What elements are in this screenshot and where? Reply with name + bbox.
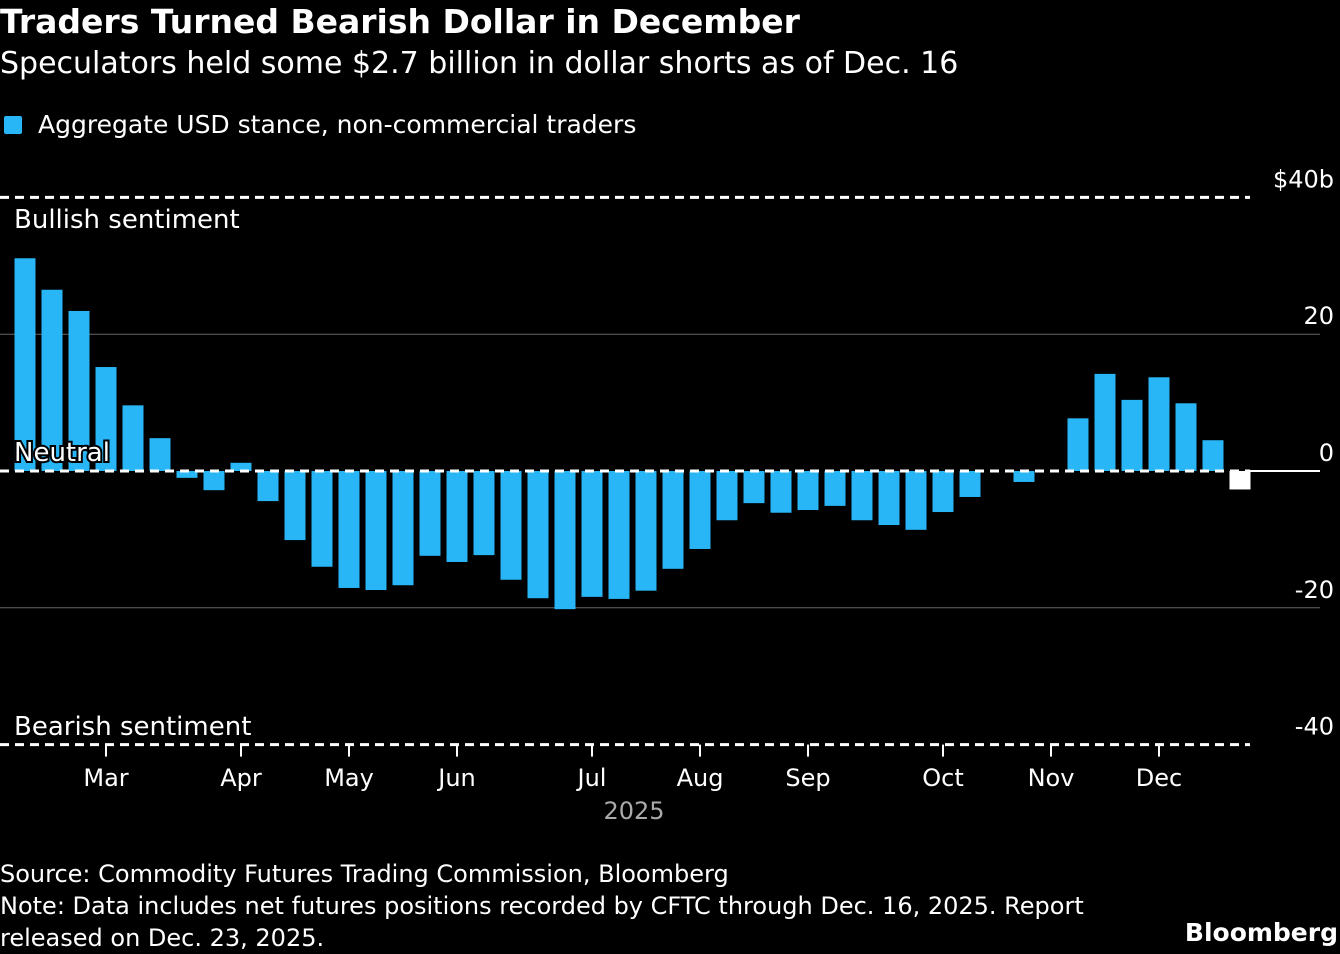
bar	[14, 258, 36, 471]
x-tick-label: Jul	[576, 764, 607, 792]
bar	[554, 471, 576, 610]
source-text: Source: Commodity Futures Trading Commis…	[0, 860, 729, 888]
bar	[878, 471, 900, 526]
bar	[824, 471, 846, 506]
bar	[1202, 440, 1224, 471]
y-tick-label: -20	[1295, 576, 1334, 604]
legend-label: Aggregate USD stance, non-commercial tra…	[38, 110, 637, 139]
bar	[230, 462, 252, 471]
bar	[743, 471, 765, 504]
bar	[608, 471, 630, 599]
bar	[68, 310, 90, 471]
x-tick-label: Oct	[922, 764, 964, 792]
x-tick-label: Nov	[1028, 764, 1075, 792]
bar	[1067, 418, 1089, 471]
bar	[959, 471, 981, 497]
bar	[662, 471, 684, 569]
y-tick-label: 0	[1319, 439, 1334, 467]
bar	[716, 471, 738, 521]
bar	[473, 471, 495, 556]
x-tick-label: Apr	[220, 764, 262, 792]
bar	[1175, 403, 1197, 471]
bloomberg-logo: Bloomberg	[1184, 918, 1338, 947]
x-tick-label: Jun	[436, 764, 476, 792]
bar	[932, 471, 954, 513]
latest-value-marker	[1229, 471, 1251, 490]
bar	[122, 405, 144, 471]
bar	[1013, 471, 1035, 482]
bar	[392, 471, 414, 586]
y-tick-label: -40	[1295, 713, 1334, 741]
bar	[203, 471, 225, 491]
x-tick-label: Sep	[785, 764, 830, 792]
bar	[851, 471, 873, 521]
note-text: Note: Data includes net futures position…	[0, 892, 1084, 920]
bar	[95, 367, 117, 471]
bar	[797, 471, 819, 510]
bar	[1121, 399, 1143, 471]
legend: Aggregate USD stance, non-commercial tra…	[4, 110, 636, 139]
bar	[1094, 373, 1116, 471]
bar	[176, 471, 198, 478]
bar	[770, 471, 792, 513]
bearish-sentiment-label: Bearish sentiment	[14, 712, 251, 742]
bar	[149, 438, 171, 471]
bar	[338, 471, 360, 588]
bar	[905, 471, 927, 530]
legend-swatch	[4, 115, 22, 134]
x-tick-label: May	[324, 764, 374, 792]
x-tick-label: Dec	[1136, 764, 1182, 792]
y-tick-label: $40b	[1273, 165, 1334, 193]
bar	[527, 471, 549, 599]
bar	[446, 471, 468, 562]
chart-subtitle: Speculators held some $2.7 billion in do…	[0, 46, 959, 81]
x-tick-label: Aug	[677, 764, 724, 792]
bar	[41, 289, 63, 471]
bullish-sentiment-label: Bullish sentiment	[14, 205, 240, 235]
bar	[284, 471, 306, 541]
bar	[257, 471, 279, 502]
bar	[581, 471, 603, 597]
bar	[500, 471, 522, 580]
note-text-2: released on Dec. 23, 2025.	[0, 924, 325, 952]
y-tick-label: 20	[1303, 302, 1334, 330]
bar	[635, 471, 657, 591]
bar	[689, 471, 711, 549]
bar	[1148, 377, 1170, 471]
x-tick-label: Mar	[83, 764, 128, 792]
bar	[365, 471, 387, 591]
chart-title: Traders Turned Bearish Dollar in Decembe…	[0, 2, 800, 41]
bar	[419, 471, 441, 556]
neutral-label: Neutral	[14, 438, 110, 468]
x-axis-year-label: 2025	[603, 797, 664, 825]
bar	[311, 471, 333, 567]
